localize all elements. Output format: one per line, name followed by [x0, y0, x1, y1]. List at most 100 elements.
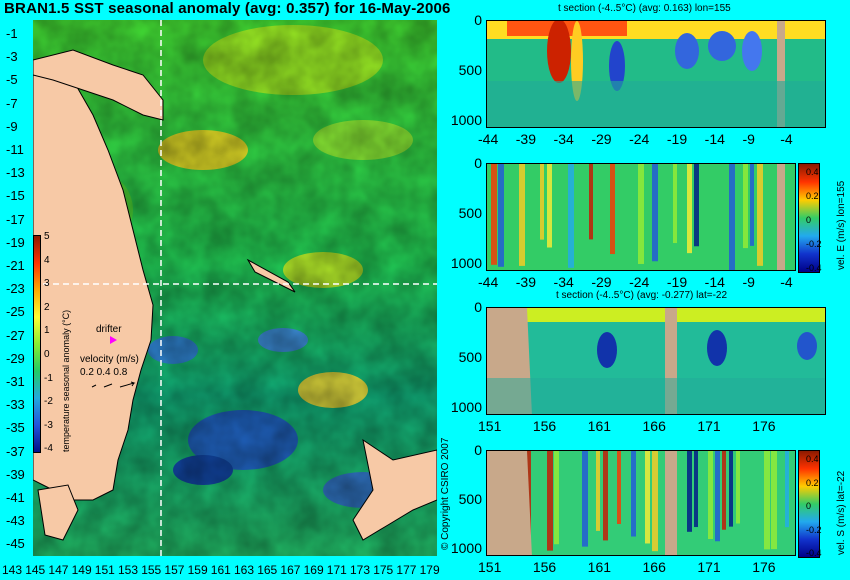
velocity-stripe	[729, 164, 735, 270]
png-land	[33, 49, 164, 121]
velocity-stripe	[603, 451, 608, 541]
longitude-tick-label: 163	[234, 563, 255, 577]
longitude-tick-label: 153	[118, 563, 139, 577]
latitude-tick-label: -21	[6, 258, 25, 273]
x-tick-label: 151	[478, 559, 502, 575]
velocity-stripe	[638, 164, 644, 264]
y-tick-label: 500	[458, 491, 482, 507]
velocity-stripe	[673, 164, 677, 244]
latitude-tick-label: -25	[6, 304, 25, 320]
velocity-stripe	[715, 451, 720, 542]
velocity-stripe	[750, 164, 754, 246]
colorbar-tick-label: 2	[44, 301, 50, 313]
panel4-vel-south-lat22[interactable]	[486, 450, 796, 556]
velocity-stripe	[498, 164, 504, 267]
velocity-stripe	[491, 164, 497, 265]
x-tick-label: -9	[742, 274, 755, 290]
velocity-stripe	[645, 451, 650, 544]
sst-anomaly-map[interactable]	[33, 20, 437, 556]
longitude-tick-label: 175	[373, 563, 394, 577]
longitude-tick-label: 173	[350, 563, 371, 577]
longitude-tick-label: 155	[141, 563, 162, 577]
panel2-vel-east-lon155[interactable]	[486, 163, 796, 271]
y-tick-label: 0	[474, 12, 482, 28]
x-tick-label: -19	[666, 274, 688, 290]
latitude-tick-label: -7	[6, 95, 18, 111]
velocity-stripe	[547, 451, 553, 551]
x-tick-label: 156	[532, 559, 557, 575]
colorbar-tick-label: 4	[44, 254, 50, 266]
velocity-stripe	[554, 451, 559, 545]
velocity-stripe	[568, 164, 574, 268]
colorbar-tick-label: 0	[806, 501, 812, 511]
panel2-colorbar	[798, 163, 820, 273]
latitude-tick-label: -31	[6, 374, 25, 389]
x-tick-label: -24	[629, 131, 650, 147]
velocity-stripe	[694, 164, 699, 247]
y-tick-label: 500	[458, 349, 482, 365]
y-tick-label: 500	[458, 62, 482, 78]
y-tick-label: 0	[474, 299, 482, 315]
x-tick-label: 161	[587, 559, 612, 575]
colorbar-tick-label: -0.2	[806, 239, 822, 249]
velocity-stripe	[596, 451, 600, 531]
longitude-tick-label: 169	[303, 563, 324, 577]
colorbar-tick-label: -4	[44, 443, 53, 455]
velocity-stripe	[694, 451, 698, 528]
latitude-tick-label: -13	[6, 165, 25, 181]
x-tick-label: -4	[780, 274, 793, 290]
longitude-tick-label: 157	[164, 563, 185, 577]
velocity-stripe	[771, 451, 777, 550]
australia-land	[33, 59, 154, 501]
panel3-title: t section (-4..5°C) (avg: -0.277) lat=-2…	[556, 290, 728, 301]
velocity-stripe	[617, 451, 621, 524]
latitude-tick-label: -11	[6, 142, 24, 157]
y-tick-label: 1000	[450, 540, 482, 556]
panel1-title: t section (-4..5°C) (avg: 0.163) lon=155	[558, 3, 731, 14]
latitude-tick-label: -35	[6, 420, 25, 436]
colorbar-tick-label: 5	[44, 231, 50, 242]
velocity-stripe	[722, 451, 726, 530]
x-tick-label: 151	[478, 418, 502, 434]
panel1-t-section-lon155[interactable]	[486, 20, 826, 128]
velocity-stripe	[687, 451, 692, 532]
velocity-stripe	[736, 451, 740, 524]
longitude-tick-label: 177	[396, 563, 417, 577]
colorbar-tick-label: 1	[44, 325, 50, 337]
x-tick-label: 176	[752, 559, 776, 575]
x-tick-label: -19	[666, 131, 688, 147]
x-tick-label: 171	[697, 418, 721, 434]
colorbar-tick-label: -0.2	[806, 524, 822, 535]
new-zealand-land	[352, 438, 437, 541]
velocity-scale: 0.2 0.4 0.8	[80, 367, 128, 378]
velocity-stripe	[652, 451, 658, 552]
colorbar-tick-label: -3	[44, 419, 53, 431]
longitude-tick-label: 151	[94, 563, 115, 577]
latitude-tick-label: -9	[6, 118, 18, 134]
colorbar-tick-label: -0.4	[806, 263, 822, 273]
colorbar-tick-label: -0.4	[806, 548, 822, 558]
x-tick-label: -4	[780, 131, 793, 147]
x-tick-label: -24	[629, 274, 650, 290]
x-tick-label: -14	[704, 274, 725, 290]
x-tick-label: -9	[742, 131, 755, 147]
longitude-tick-label: 165	[257, 563, 278, 577]
velocity-stripe	[589, 164, 593, 240]
latitude-tick-label: -29	[6, 350, 25, 366]
velocity-stripe	[757, 164, 763, 266]
longitude-tick-label: 167	[280, 563, 301, 577]
x-tick-label: 171	[697, 559, 721, 575]
y-tick-label: 1000	[450, 255, 482, 271]
colorbar-tick-label: 0.4	[806, 167, 819, 177]
colorbar-label: temperature seasonal anomaly (°C)	[61, 309, 71, 452]
x-tick-label: -39	[515, 274, 536, 290]
longitude-tick-label: 147	[48, 563, 69, 577]
velocity-stripe	[519, 164, 525, 266]
velocity-stripe	[547, 164, 552, 248]
x-tick-label: 166	[642, 418, 666, 434]
latitude-tick-label: -43	[6, 513, 25, 529]
panel3-t-section-lat22[interactable]	[486, 307, 826, 415]
velocity-stripe	[652, 164, 658, 262]
velocity-arrows-icon	[90, 380, 140, 393]
drifter-label: drifter	[96, 324, 122, 335]
